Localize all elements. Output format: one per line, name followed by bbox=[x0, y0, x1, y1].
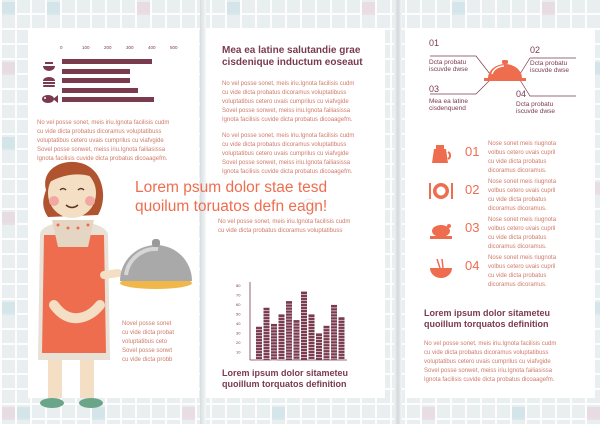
chart-tick-label: 10 bbox=[236, 350, 241, 355]
chart-bar bbox=[316, 333, 322, 360]
middle-small-paragraph: No vel posse sonet, meis iriu.Ignota fac… bbox=[218, 219, 351, 234]
chart-bar bbox=[323, 325, 330, 360]
chart-bar bbox=[263, 307, 270, 360]
watermark-text: ○ bbox=[300, 188, 319, 221]
chart-tick-label: 80 bbox=[236, 283, 241, 288]
bar-axis-tick: 100 bbox=[82, 45, 90, 50]
middle-heading: Mea ea latine salutandie grae cisdenique … bbox=[222, 45, 363, 68]
right-heading: Lorem ipsum dolor sitameteu quoillum torq… bbox=[424, 308, 551, 329]
bar-axis-tick: 0 bbox=[60, 45, 63, 50]
middle-paragraph-2: No vel posse sonet, meis iriu.Ignota fac… bbox=[222, 133, 355, 175]
right-paragraph: No vel posse sonet, meis iriu.Ignota fac… bbox=[424, 341, 557, 383]
vertical-bar-chart: 80 70 60 50 40 30 20 10 bbox=[236, 282, 347, 361]
waitress-illustration bbox=[38, 161, 192, 408]
chart-tick-label: 70 bbox=[236, 293, 241, 298]
bar-axis-tick: 500 bbox=[170, 45, 178, 50]
chart-bar bbox=[331, 304, 337, 360]
bar bbox=[62, 97, 155, 102]
chart-bar bbox=[308, 314, 315, 360]
chart-tick-label: 30 bbox=[236, 331, 241, 336]
plate-cutlery-icon bbox=[429, 183, 453, 199]
chart-tick-label: 40 bbox=[236, 321, 241, 326]
chart-bar bbox=[301, 291, 307, 360]
chart-bar bbox=[286, 301, 292, 360]
page-fold-right bbox=[394, 0, 402, 424]
middle-paragraph-1: No vel posse sonet, meis iriu.Ignota fac… bbox=[222, 81, 355, 123]
bar bbox=[62, 87, 138, 93]
noodle-bowl-icon bbox=[430, 258, 452, 278]
chart-tick-label: 50 bbox=[236, 312, 241, 317]
fish-icon bbox=[42, 95, 58, 103]
right-panel bbox=[405, 28, 595, 398]
bar bbox=[62, 59, 153, 64]
left-paragraph: No vel posse sonet, meis iriu.Ignota fac… bbox=[37, 120, 170, 162]
burger-icon bbox=[43, 77, 55, 87]
bar bbox=[62, 78, 131, 83]
chart-bar bbox=[293, 320, 300, 360]
chart-bar bbox=[278, 314, 285, 360]
bar-axis-tick: 400 bbox=[148, 45, 156, 50]
left-bottom-paragraph: Novel posse sonet cu vide dicta probat vol… bbox=[122, 321, 175, 363]
chart-tick-label: 60 bbox=[236, 302, 241, 307]
bar-axis-tick: 300 bbox=[126, 45, 134, 50]
steps-diagram bbox=[430, 55, 576, 97]
bar bbox=[62, 68, 131, 74]
feature-title: Lorem psum dolor stae tesd quoilum toruat… bbox=[135, 179, 328, 215]
chart-tick-label: 20 bbox=[236, 340, 241, 345]
bowl-icon bbox=[43, 62, 55, 71]
coffee-pot-icon bbox=[432, 145, 452, 163]
roast-chicken-icon bbox=[430, 224, 452, 239]
bar-axis-tick: 200 bbox=[104, 45, 112, 50]
chart-bar bbox=[256, 326, 262, 360]
middle-bottom-heading: Lorem ipsum dolor sitameteu quoillum torq… bbox=[222, 368, 349, 389]
page-fold bbox=[200, 0, 206, 424]
chart-bar bbox=[338, 317, 345, 360]
